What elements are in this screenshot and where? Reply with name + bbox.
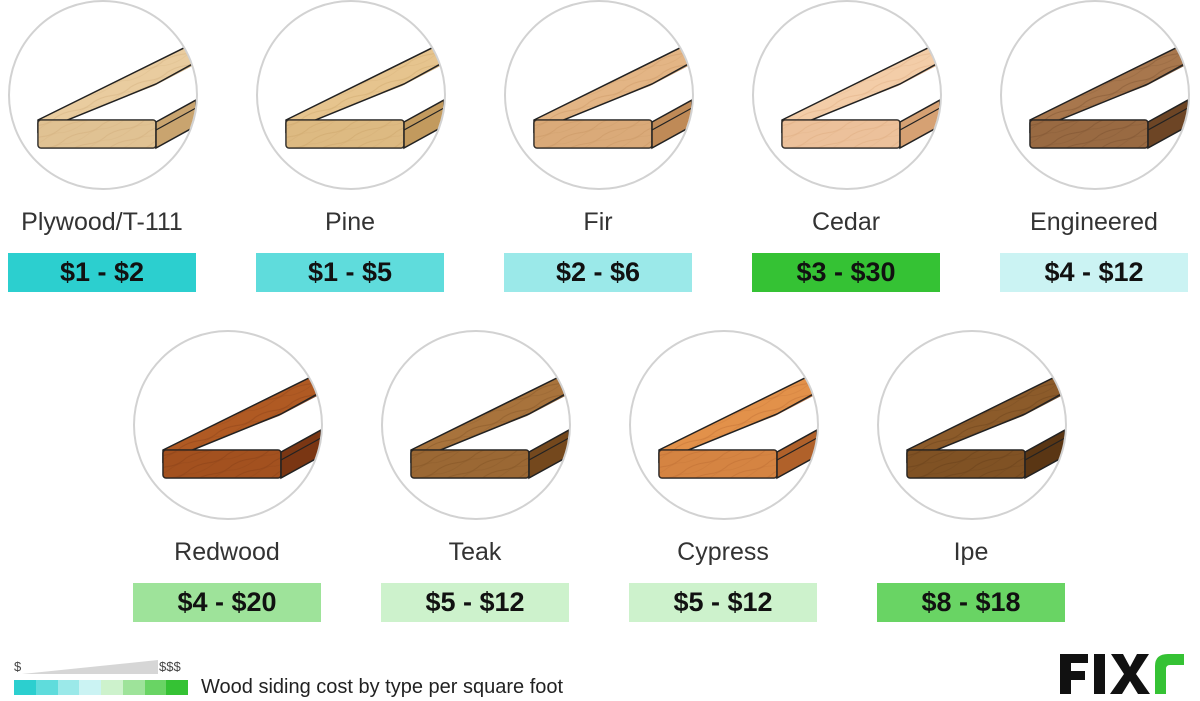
wood-board-image bbox=[752, 0, 942, 190]
wood-type-name: Engineered bbox=[1030, 208, 1158, 236]
wood-board-image bbox=[381, 330, 571, 520]
wood-board-image bbox=[504, 0, 694, 190]
price-range-badge: $5 - $12 bbox=[629, 583, 817, 622]
wood-board-image bbox=[8, 0, 198, 190]
price-range-badge: $2 - $6 bbox=[504, 253, 692, 292]
legend-caption: Wood siding cost by type per square foot bbox=[201, 676, 564, 698]
wood-type-name: Plywood/T-111 bbox=[21, 208, 183, 236]
wood-type-name: Teak bbox=[448, 538, 502, 566]
legend-scale-swatch bbox=[144, 680, 167, 695]
legend-scale-swatch bbox=[101, 680, 123, 695]
price-range-badge: $4 - $20 bbox=[133, 583, 321, 622]
price-range-badge: $5 - $12 bbox=[381, 583, 569, 622]
fixr-logo bbox=[1060, 654, 1184, 694]
legend-scale-swatch bbox=[14, 680, 36, 695]
wood-type-name: Redwood bbox=[174, 538, 280, 566]
legend-low-label: $ bbox=[14, 659, 22, 674]
price-range-badge: $8 - $18 bbox=[877, 583, 1065, 622]
wood-board-image bbox=[1000, 0, 1190, 190]
wood-board-image bbox=[133, 330, 323, 520]
legend-scale-swatch bbox=[57, 680, 80, 695]
legend-scale-swatch bbox=[122, 680, 145, 695]
price-range-badge: $4 - $12 bbox=[1000, 253, 1188, 292]
price-range-badge: $3 - $30 bbox=[752, 253, 940, 292]
legend-color-scale bbox=[14, 680, 188, 695]
wood-board-image bbox=[256, 0, 446, 190]
legend-cost-ramp bbox=[22, 660, 158, 674]
legend-scale-swatch bbox=[79, 680, 101, 695]
wood-type-name: Ipe bbox=[953, 538, 989, 566]
price-range-badge: $1 - $5 bbox=[256, 253, 444, 292]
price-range-badge: $1 - $2 bbox=[8, 253, 196, 292]
wood-type-name: Cedar bbox=[811, 208, 881, 236]
wood-type-name: Pine bbox=[324, 208, 376, 236]
wood-board-image bbox=[629, 330, 819, 520]
wood-type-name: Fir bbox=[583, 208, 613, 236]
wood-type-name: Cypress bbox=[677, 538, 769, 566]
wood-board-image bbox=[877, 330, 1067, 520]
legend-scale-swatch bbox=[35, 680, 58, 695]
legend-high-label: $$$ bbox=[159, 659, 181, 674]
legend-scale-swatch bbox=[166, 680, 188, 695]
